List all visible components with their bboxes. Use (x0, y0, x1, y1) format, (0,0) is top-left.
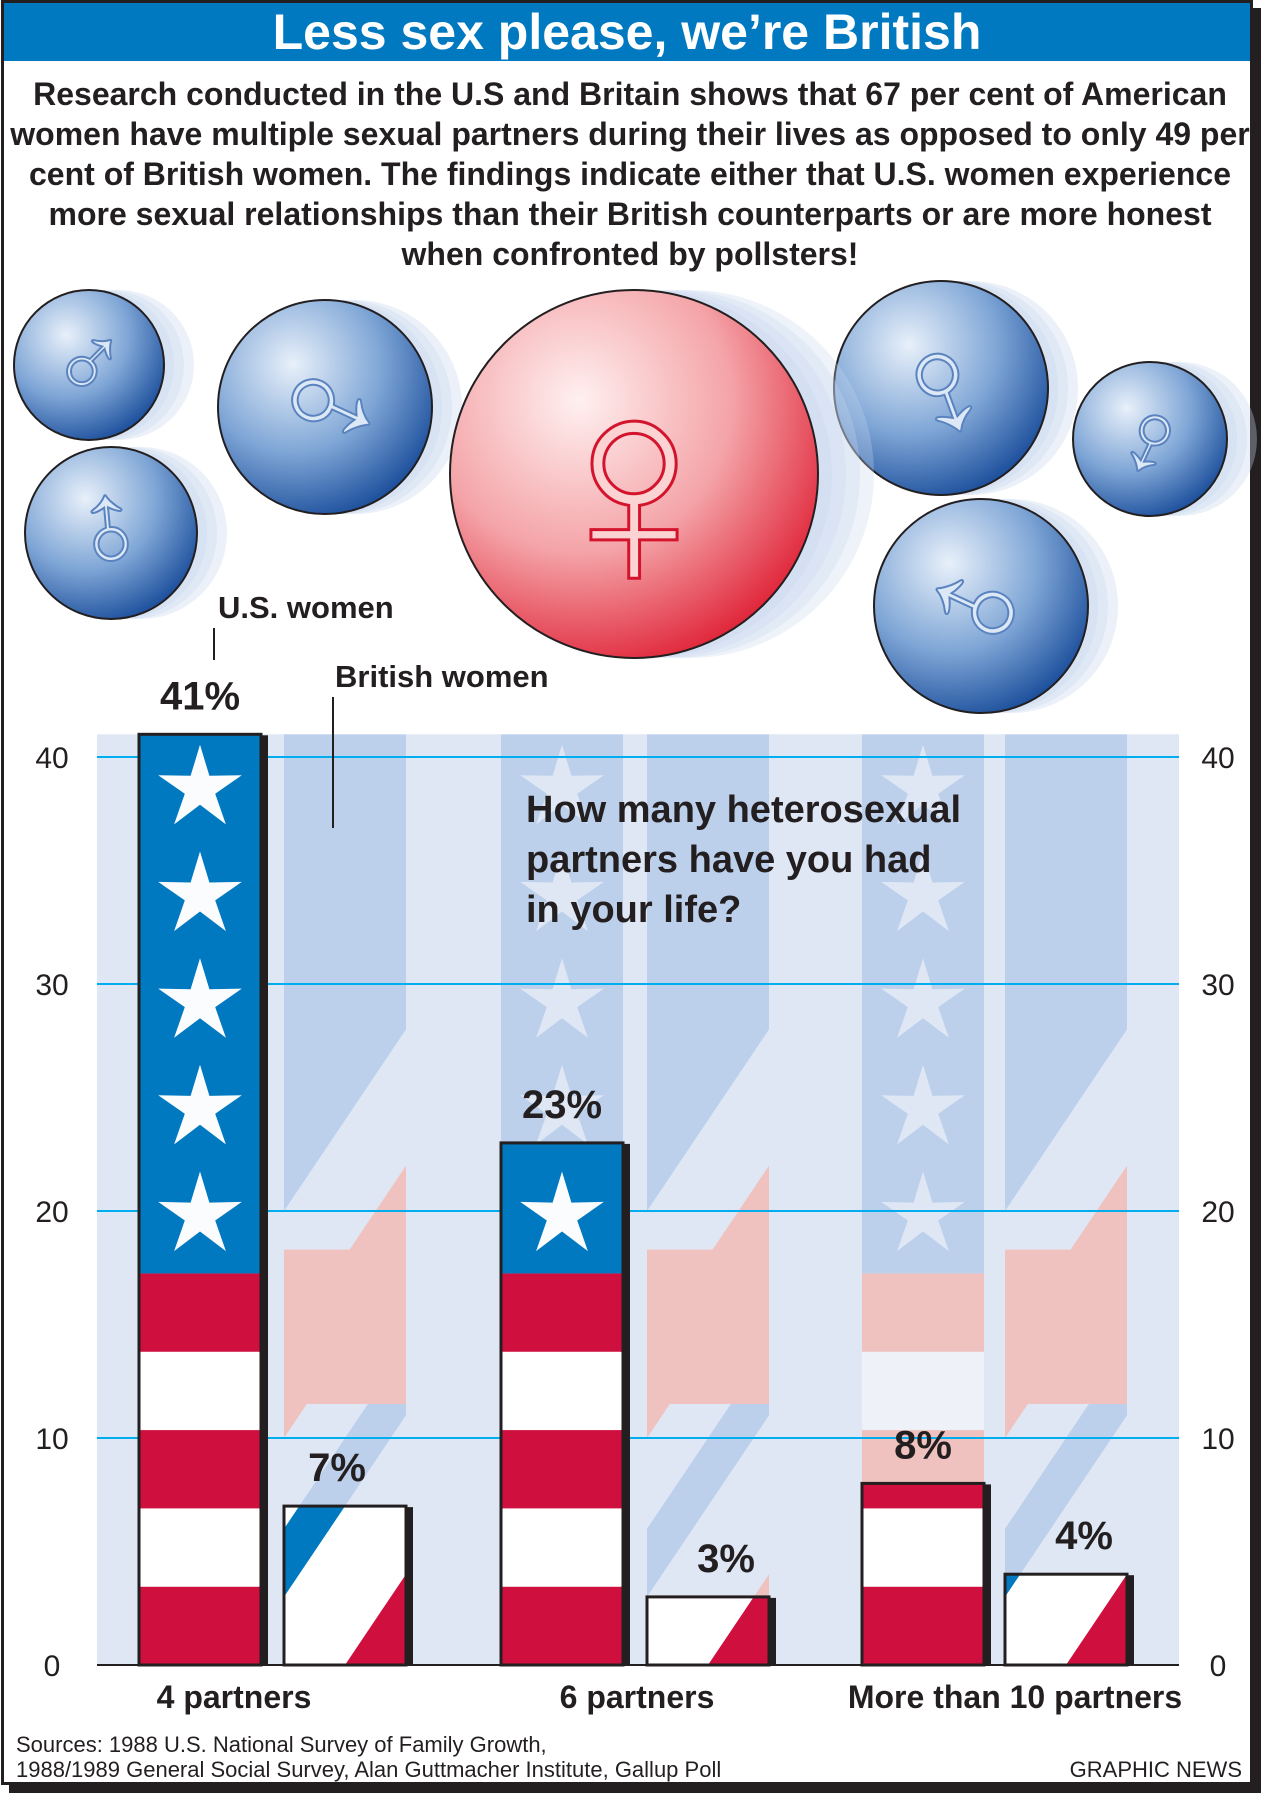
star-icon (158, 1171, 242, 1252)
male-sphere (217, 299, 433, 515)
bar-outline (860, 1481, 986, 1667)
female-sphere (449, 289, 819, 659)
y-tick-label-right: 40 (1201, 742, 1234, 775)
stripe (501, 1273, 623, 1352)
sources-text: Sources: 1988 U.S. National Survey of Fa… (16, 1732, 547, 1757)
female-symbol-icon: ♀ (522, 318, 747, 654)
diagonal-band (647, 1596, 769, 1666)
bar-value-label: 4% (1055, 1514, 1113, 1558)
male-sphere (833, 280, 1049, 496)
stripe (501, 1351, 623, 1431)
horizontal-band (647, 1249, 769, 1404)
y-tick-label-right: 30 (1201, 969, 1234, 1002)
bar-shadow (982, 1484, 991, 1665)
bar-value-label: 8% (894, 1423, 952, 1467)
bar-outline (499, 1141, 625, 1667)
page-title: Less sex please, we’re British (4, 3, 1250, 61)
uk-bar (647, 1596, 769, 1666)
star-icon (520, 1064, 604, 1145)
bar-shadow (404, 1507, 413, 1665)
star-icon (158, 851, 242, 932)
diagonal-band (1066, 1574, 1127, 1665)
question-text: in your life? (526, 889, 741, 931)
y-tick-label-right: 10 (1201, 1423, 1234, 1456)
male-symbol-icon: ♂ (50, 305, 129, 422)
y-tick-label-left: 10 (35, 1423, 68, 1456)
stripe (139, 1586, 261, 1665)
y-tick-label-left: 40 (35, 742, 68, 775)
stripe (139, 1508, 261, 1587)
star-icon (881, 851, 965, 932)
y-tick-label-left: 0 (44, 1650, 61, 1683)
stripe (139, 1351, 261, 1431)
horizontal-band (284, 1249, 406, 1404)
stripe (501, 1430, 623, 1509)
uk-bar (284, 1506, 406, 1665)
stripe (501, 1508, 623, 1587)
stripe (139, 1430, 261, 1509)
stripe (501, 1586, 623, 1665)
bar-outline (645, 1595, 771, 1667)
star-icon (158, 1064, 242, 1145)
y-tick-label-left: 20 (35, 1196, 68, 1229)
y-tick-label-right: 0 (1210, 1650, 1227, 1683)
uk-bar (1005, 1574, 1127, 1665)
y-tick-label-left: 30 (35, 969, 68, 1002)
bar-shadow (767, 1597, 776, 1665)
star-icon (520, 851, 604, 932)
bar-shadow (1125, 1575, 1134, 1665)
question-text: partners have you had (526, 839, 931, 881)
star-icon (520, 958, 604, 1038)
stripe (862, 1273, 984, 1352)
sources-text: 1988/1989 General Social Survey, Alan Gu… (16, 1757, 721, 1782)
legend-british-women: British women (335, 659, 549, 694)
star-icon (520, 744, 604, 825)
diagonal-band (345, 1574, 406, 1665)
stripe (862, 1483, 984, 1509)
bar-value-label: 7% (308, 1446, 366, 1490)
us-bar (501, 1142, 623, 1665)
male-sphere (24, 446, 198, 620)
category-label: More than 10 partners (848, 1679, 1182, 1715)
stripe (139, 1273, 261, 1352)
bar-outline (282, 1504, 408, 1667)
star-icon (158, 744, 242, 825)
bar-shadow (259, 735, 268, 1665)
bar-shadow (621, 1143, 630, 1665)
star-icon (881, 958, 965, 1038)
star-icon (158, 958, 242, 1038)
male-sphere (873, 498, 1089, 714)
star-icon (881, 744, 965, 825)
bar-outline (137, 732, 263, 1667)
legend-us-women: U.S. women (218, 590, 394, 625)
star-icon (520, 1171, 604, 1252)
frame (1, 0, 1253, 1785)
us-bar (862, 1483, 984, 1665)
y-tick-label-right: 20 (1201, 1196, 1234, 1229)
male-sphere (1072, 361, 1228, 517)
category-label: 4 partners (157, 1679, 312, 1715)
bar-value-label: 23% (522, 1083, 602, 1127)
bar-value-label: 41% (160, 674, 240, 718)
stripe (862, 1586, 984, 1665)
diagonal-band (284, 1506, 300, 1529)
us-bar (139, 734, 261, 1665)
category-label: 6 partners (560, 1679, 715, 1715)
bar-outline (1003, 1572, 1129, 1667)
plot-background (97, 734, 1179, 1665)
question-text: How many heterosexual (526, 789, 961, 831)
horizontal-band (1005, 1249, 1127, 1404)
intro-text: Research conducted in the U.S and Britai… (10, 76, 1250, 272)
stripe (862, 1508, 984, 1587)
credit-text: GRAPHIC NEWS (1070, 1757, 1242, 1782)
stripe (862, 1351, 984, 1431)
star-icon (881, 1064, 965, 1145)
male-sphere (13, 289, 165, 441)
bar-value-label: 3% (697, 1537, 755, 1581)
